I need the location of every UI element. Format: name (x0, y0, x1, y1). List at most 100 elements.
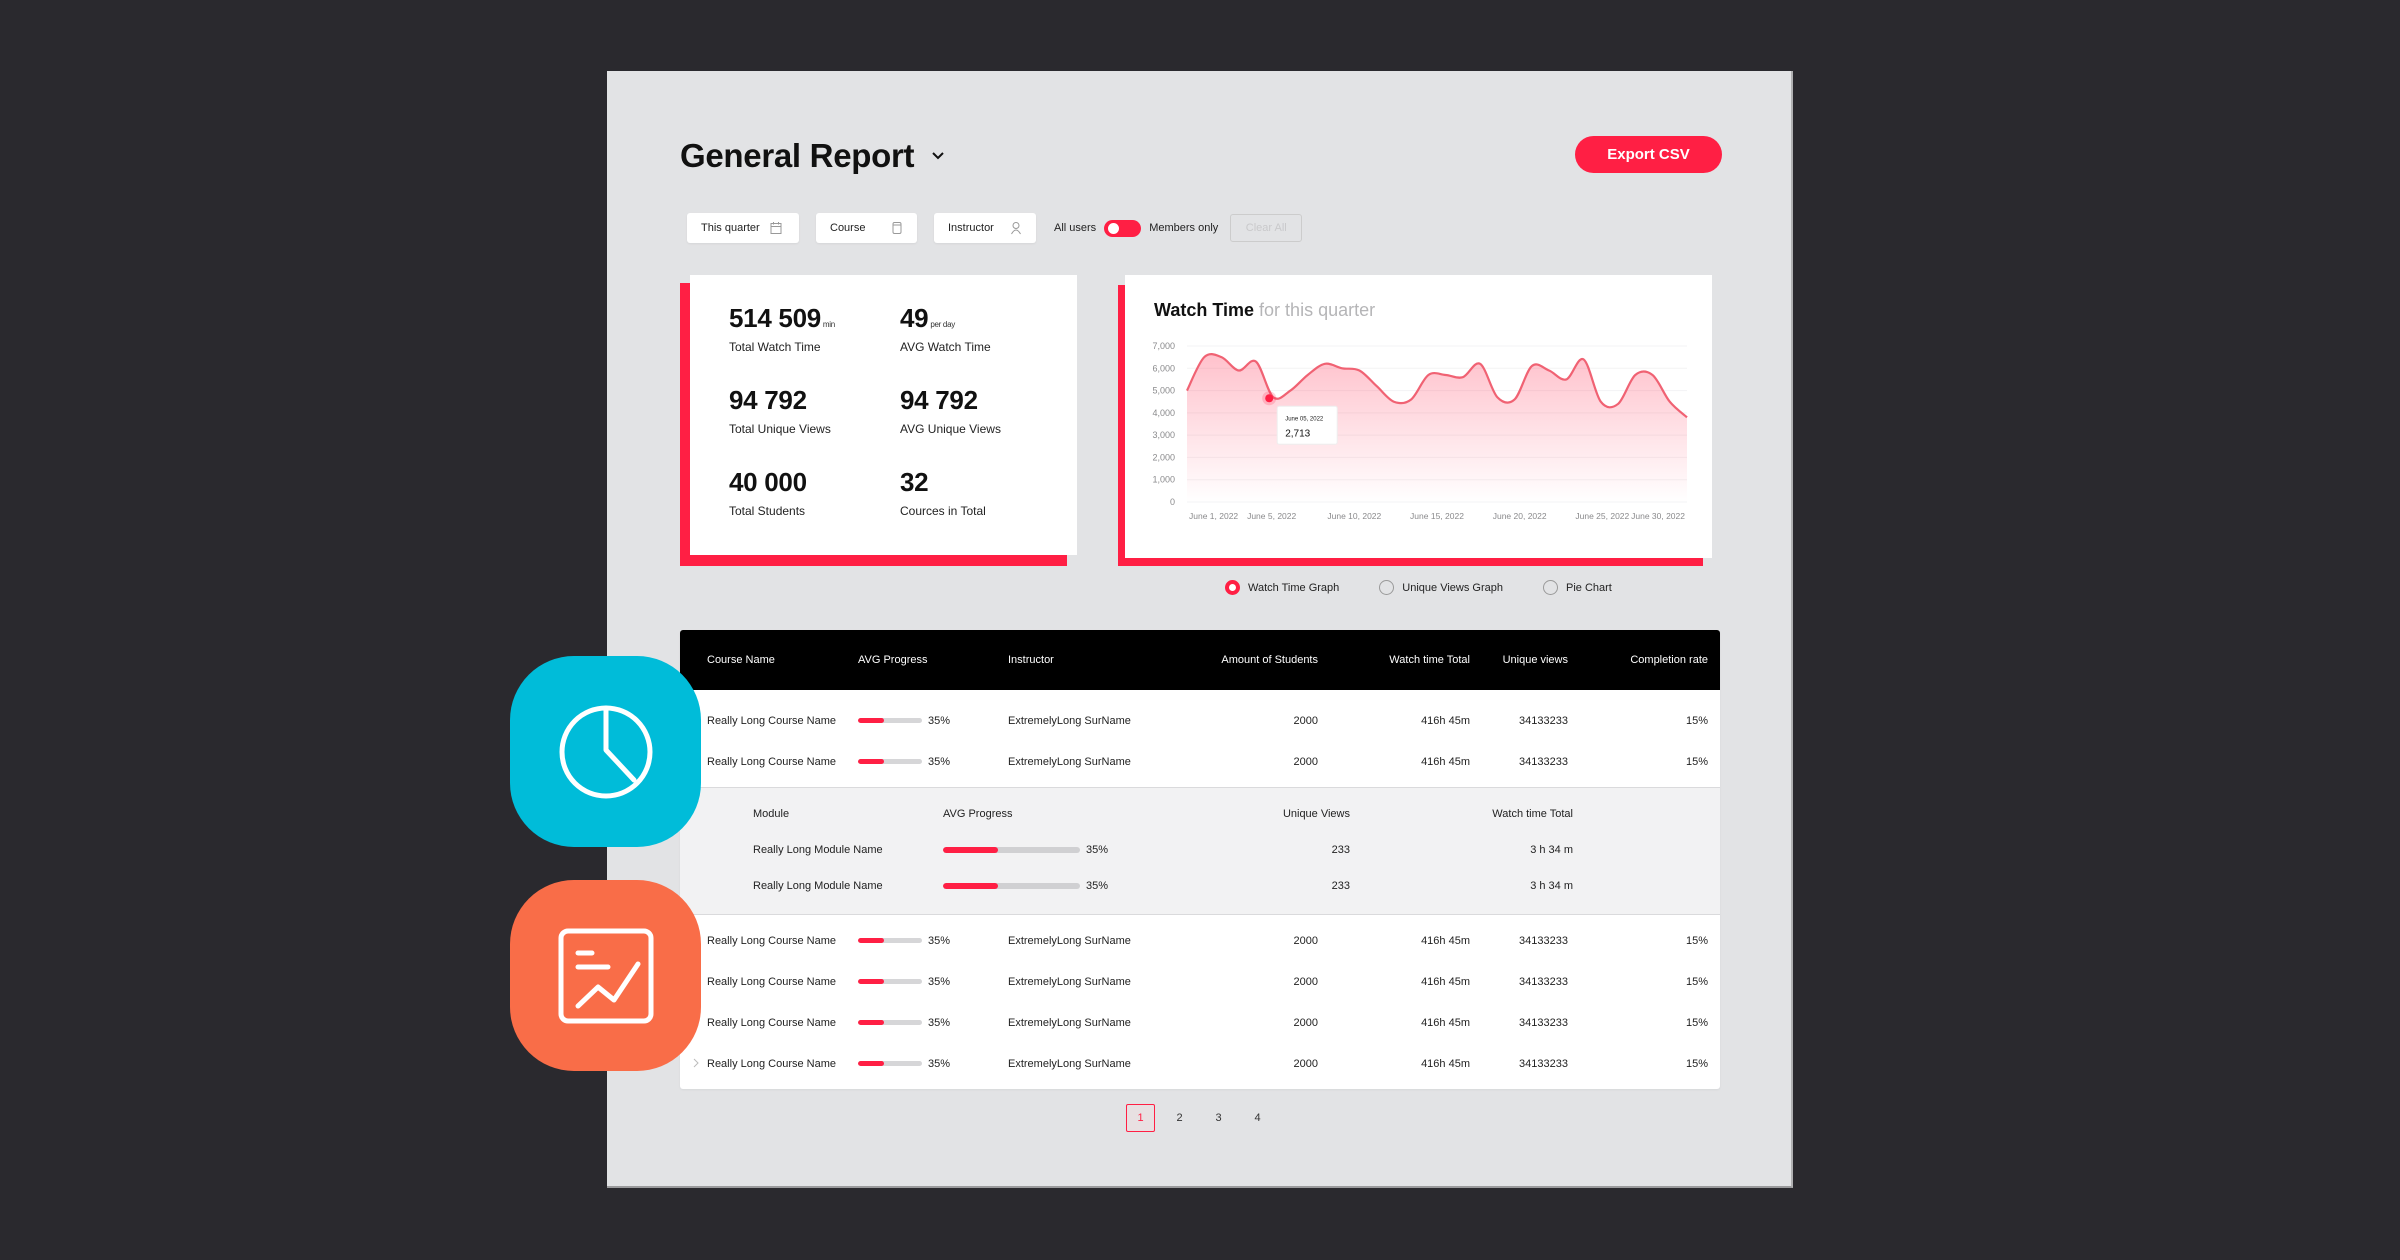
module-name: Really Long Module Name (753, 880, 883, 892)
column-module-views: Unique Views (1282, 808, 1350, 820)
column-unique-views[interactable]: Unique views (1502, 654, 1568, 666)
page-title: General Report (680, 137, 915, 174)
completion-rate: 15% (1685, 975, 1708, 988)
chart-subtitle: for this quarter (1259, 300, 1376, 320)
members-toggle[interactable] (1104, 219, 1142, 237)
unique-views: 34133233 (1519, 755, 1568, 768)
report-panel: General Report Export CSV This quarter C… (607, 71, 1793, 1188)
unique-views: 34133233 (1519, 1016, 1568, 1029)
column-completion-rate[interactable]: Completion rate (1630, 654, 1708, 666)
radio-watch-time-graph[interactable]: Watch Time Graph (1225, 580, 1339, 595)
page-1-button[interactable]: 1 (1126, 1104, 1155, 1132)
stats-grid: 514 509 min Total Watch Time 49 per day AV… (690, 275, 1077, 555)
stat-value: 40 000 (729, 467, 807, 497)
column-watch-time[interactable]: Watch time Total (1389, 654, 1470, 666)
table-header: Course Name AVG Progress Instructor Amou… (680, 630, 1720, 690)
course-name: Really Long Course Name (707, 755, 837, 768)
report-chart-icon (558, 928, 653, 1023)
stat-label: AVG Unique Views (900, 422, 1001, 436)
course-name: Really Long Course Name (707, 934, 837, 947)
course-filter[interactable]: Course (816, 213, 917, 243)
module-row[interactable]: Really Long Module Name 35% 233 3 h 34 m (680, 832, 1720, 868)
watch-time: 416h 45m (1421, 975, 1470, 988)
watch-time: 416h 45m (1421, 1016, 1470, 1029)
stat-value: 94 792 (900, 385, 978, 415)
stat-courses-total: 32 Cources in Total (900, 467, 1071, 549)
progress-value: 35% (928, 1016, 951, 1029)
table-row[interactable]: Really Long Course Name 35% ExtremelyLon… (680, 920, 1720, 961)
students-count: 2000 (1293, 934, 1318, 947)
table-body-bottom: Really Long Course Name 35% ExtremelyLon… (680, 915, 1720, 1089)
module-progress-cell: 35% (943, 844, 1205, 856)
radio-unselected-icon (1542, 580, 1558, 595)
watch-time-area-chart[interactable]: 0 1,000 2,000 3,000 4,000 5,000 6,000 7,000 Jun… (1125, 275, 1712, 558)
table-row[interactable]: Really Long Course Name 35% ExtremelyLon… (680, 1043, 1720, 1084)
progress-value: 35% (1086, 880, 1109, 892)
course-name: Really Long Course Name (707, 1057, 837, 1070)
students-count: 2000 (1293, 1016, 1318, 1029)
report-selector[interactable]: General Report (680, 137, 948, 175)
export-csv-button[interactable]: Export CSV (1575, 136, 1722, 173)
unique-views: 34133233 (1519, 714, 1568, 727)
stat-label: Cources in Total (900, 504, 986, 518)
progress-value: 35% (928, 714, 951, 727)
column-students[interactable]: Amount of Students (1221, 654, 1318, 666)
subtable-header: Module AVG Progress Unique Views Watch t… (680, 796, 1720, 832)
chart-title-main: Watch Time (1154, 300, 1255, 320)
radio-label: Unique Views Graph (1402, 581, 1503, 594)
module-views: 233 (1331, 880, 1350, 892)
column-course-name[interactable]: Course Name (707, 654, 775, 666)
period-filter[interactable]: This quarter (687, 213, 799, 243)
table-row[interactable]: Really Long Course Name 35% ExtremelyLon… (680, 700, 1720, 741)
svg-text:June 15, 2022: June 15, 2022 (1410, 511, 1464, 521)
highlight-point[interactable] (1265, 394, 1274, 403)
progress-bar (858, 1061, 922, 1066)
radio-unique-views-graph[interactable]: Unique Views Graph (1379, 580, 1503, 595)
stat-unit: per day (930, 320, 955, 329)
chevron-right-icon[interactable] (692, 1057, 700, 1069)
course-name: Really Long Course Name (707, 975, 837, 988)
watch-time: 416h 45m (1421, 714, 1470, 727)
students-count: 2000 (1293, 975, 1318, 988)
table-row-expanded[interactable]: Really Long Course Name 35% ExtremelyLon… (680, 741, 1720, 782)
column-module: Module (753, 808, 790, 820)
table-row[interactable]: Really Long Course Name 35% ExtremelyLon… (680, 1002, 1720, 1043)
module-row[interactable]: Really Long Module Name 35% 233 3 h 34 m (680, 868, 1720, 904)
column-avg-progress[interactable]: AVG Progress (858, 654, 928, 666)
progress-cell: 35% (858, 1058, 1008, 1070)
progress-value: 35% (928, 755, 951, 768)
table-row[interactable]: Really Long Course Name 35% ExtremelyLon… (680, 961, 1720, 1002)
radio-pie-chart[interactable]: Pie Chart (1542, 580, 1612, 595)
x-axis-ticks: June 1, 2022 June 5, 2022 June 10, 2022 Jun… (1189, 511, 1685, 521)
members-only-label: Members only (1149, 222, 1219, 234)
chart-panel: Watch Time for this quarter 0 1,000 2,000 3… (1125, 275, 1712, 558)
stat-total-unique-views: 94 792 Total Unique Views (729, 385, 900, 467)
instructor-filter-label: Instructor (948, 222, 994, 234)
progress-cell: 35% (858, 1017, 1008, 1029)
watch-time-chart-card: Watch Time for this quarter 0 1,000 2,000 3… (1118, 275, 1712, 566)
stat-total-watch-time: 514 509 min Total Watch Time (729, 303, 900, 385)
all-users-label: All users (1054, 222, 1097, 234)
instructor-name: ExtremelyLong SurName (1008, 714, 1131, 727)
progress-bar (943, 883, 1080, 889)
stat-value: 49 (900, 303, 929, 333)
instructor-filter[interactable]: Instructor (934, 213, 1036, 243)
svg-text:0: 0 (1170, 497, 1175, 507)
page-2-button[interactable]: 2 (1176, 1112, 1183, 1124)
svg-text:1,000: 1,000 (1152, 475, 1175, 485)
course-name: Really Long Course Name (707, 1016, 837, 1029)
stat-value: 94 792 (729, 385, 807, 415)
svg-text:June 10, 2022: June 10, 2022 (1327, 511, 1381, 521)
pagination: 1 2 3 4 (1126, 1104, 1272, 1132)
progress-cell: 35% (858, 715, 1008, 727)
progress-value: 35% (928, 934, 951, 947)
page-3-button[interactable]: 3 (1215, 1112, 1222, 1124)
instructor-name: ExtremelyLong SurName (1008, 934, 1131, 947)
page-4-button[interactable]: 4 (1254, 1112, 1261, 1124)
instructor-name: ExtremelyLong SurName (1008, 1057, 1131, 1070)
column-instructor[interactable]: Instructor (1008, 654, 1054, 666)
radio-unselected-icon (1379, 580, 1395, 595)
instructor-name: ExtremelyLong SurName (1008, 1016, 1131, 1029)
progress-bar (858, 938, 922, 943)
clear-all-button[interactable]: Clear All (1230, 214, 1303, 242)
